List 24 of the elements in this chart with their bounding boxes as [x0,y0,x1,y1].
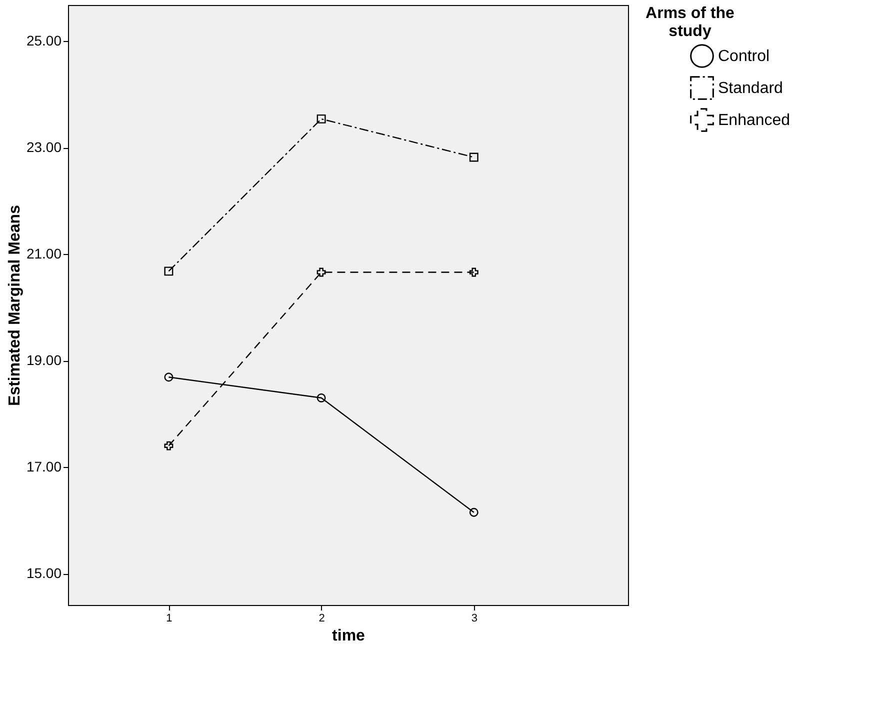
point [164,441,174,450]
legend-label: Control [718,48,770,65]
legend-title: Arms of the study [646,5,735,40]
point [469,508,478,517]
y-tick-label: 25.00 [26,32,62,49]
x-tick-label: 2 [318,612,325,624]
x-tick-label: 1 [166,612,172,624]
point [316,268,326,277]
x-axis-title: time [332,628,366,644]
point [469,152,478,162]
legend-label: Enhanced [718,112,790,129]
legend-label: Standard [718,80,783,97]
point [164,372,174,382]
point [164,266,174,276]
y-tick-label: 23.00 [26,139,62,156]
point [316,114,326,124]
y-tick-label: 15.00 [26,565,62,582]
x-tick-label: 3 [471,612,478,624]
y-axis-title: Estimated Marginal Means [6,204,24,406]
point [469,268,478,277]
y-tick-label: 19.00 [26,352,62,368]
point [316,393,326,402]
y-tick-label: 17.00 [26,458,62,475]
y-tick-label: 21.00 [26,246,62,262]
